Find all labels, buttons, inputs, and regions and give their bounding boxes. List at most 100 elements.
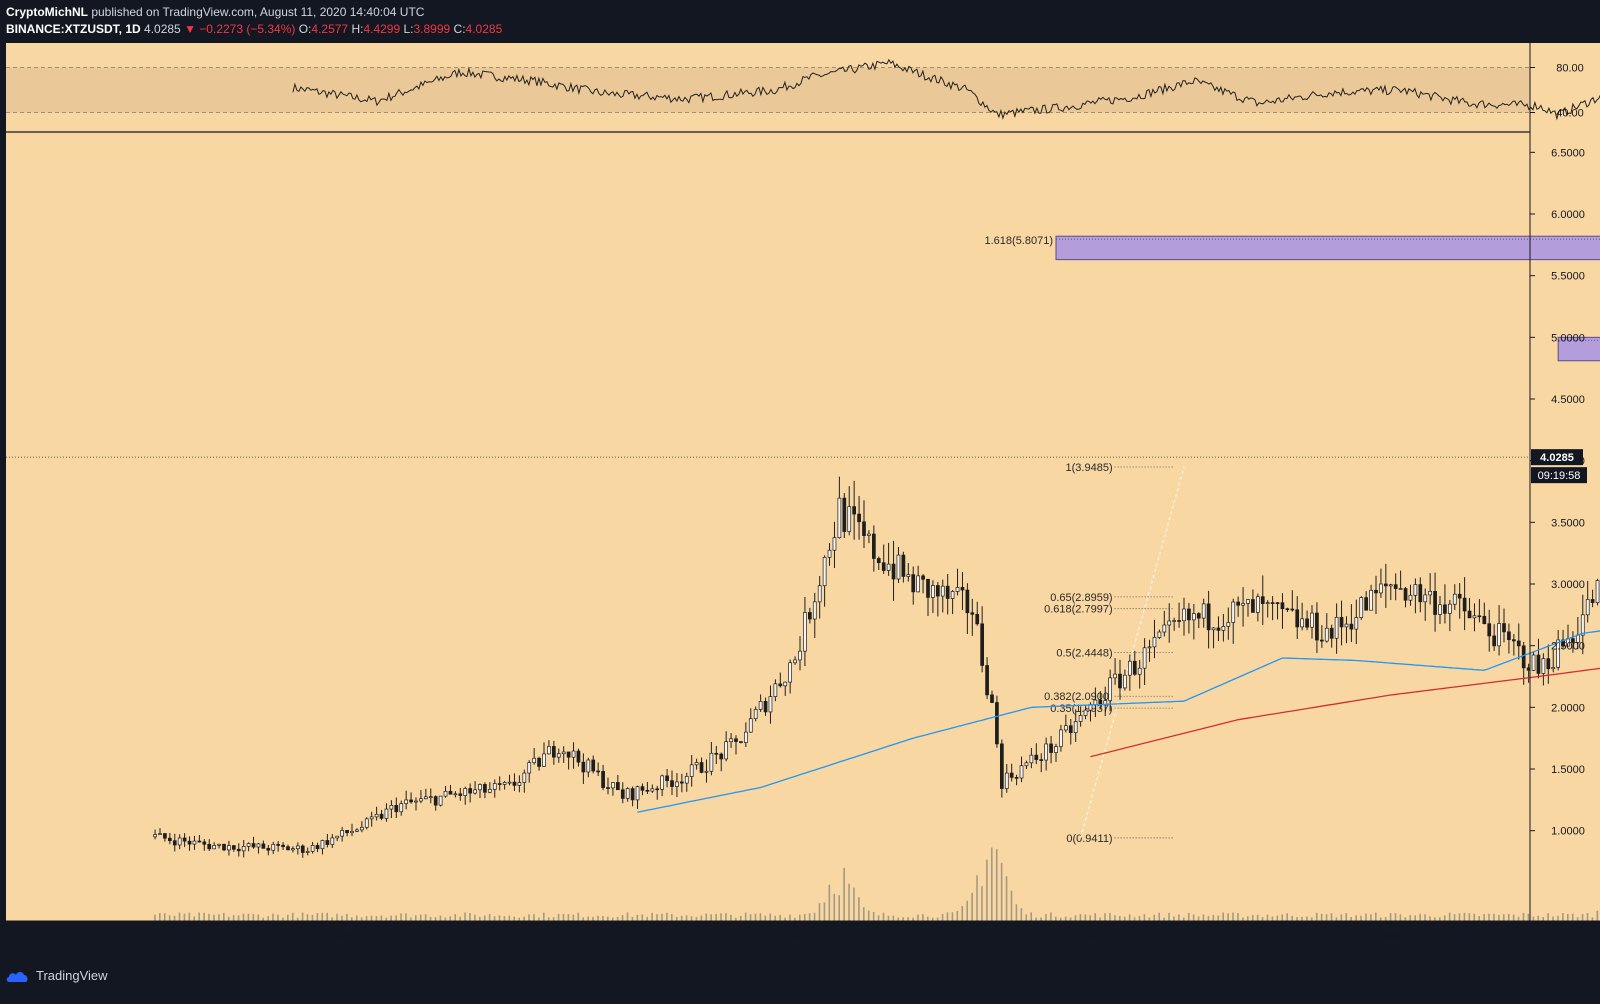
volume-bar <box>1084 914 1087 921</box>
volume-bar <box>1443 915 1446 921</box>
candle-body <box>1182 608 1186 622</box>
price-tick-label: 5.0000 <box>1551 332 1585 344</box>
volume-bar <box>1133 917 1136 921</box>
candle-body <box>1201 603 1206 619</box>
candle-body <box>433 796 438 806</box>
candle-body <box>172 840 177 846</box>
volume-bar <box>907 917 909 921</box>
volume-bar <box>1439 917 1441 921</box>
candle-body <box>798 650 802 661</box>
fib-label: 0.5(2.4448) <box>1056 647 1112 659</box>
volume-bar <box>1281 914 1284 921</box>
author-name[interactable]: CryptoMichNL <box>6 5 88 19</box>
volume-bar <box>380 915 383 921</box>
volume-bar <box>887 915 890 921</box>
volume-bar <box>503 916 506 921</box>
candle-body <box>1187 608 1191 621</box>
candle-body <box>1413 584 1418 596</box>
candle-body <box>1438 604 1442 615</box>
volume-bar <box>1015 904 1018 921</box>
candle-body <box>566 751 571 758</box>
candle-body <box>1231 601 1236 623</box>
candle-body <box>1467 610 1472 619</box>
volume-bar <box>360 917 363 921</box>
candle-body <box>1118 673 1122 689</box>
volume-bar <box>1138 916 1141 921</box>
candle-body <box>1492 635 1497 647</box>
tradingview-cloud-icon <box>6 971 28 982</box>
extension-zone <box>1557 336 1600 362</box>
last-price-box <box>1531 449 1583 466</box>
volume-bar <box>1542 917 1544 921</box>
volume-bar <box>986 859 988 921</box>
volume-bar <box>1212 914 1215 921</box>
candle-body <box>1113 673 1117 679</box>
candle-body <box>675 781 679 787</box>
candle-body <box>803 612 807 652</box>
candle-body <box>620 789 625 799</box>
volume-bar <box>351 917 353 921</box>
candle-body <box>975 613 980 625</box>
fib-label: 0.65(2.8959) <box>1050 592 1112 604</box>
volume-bar <box>882 912 885 921</box>
candle-body <box>1275 602 1280 604</box>
volume-bar <box>976 875 978 921</box>
axes: 80.00 40.00 6.5000 6.0000 5.5000 5.0000 4.5000… <box>181 63 1587 942</box>
price-chart[interactable]: 1.618(5.8071)2.618(5.8160)1.618(4.9614)1… <box>0 40 1600 960</box>
volume-bar <box>1123 916 1126 921</box>
volume-bar <box>168 915 171 921</box>
candle-body <box>335 835 340 839</box>
volume-bar <box>326 912 328 921</box>
volume-bar <box>1286 913 1288 921</box>
candle-body <box>679 781 684 784</box>
volume-bar <box>1143 914 1146 921</box>
volume-bar <box>370 915 373 921</box>
volume-bar <box>1010 890 1013 921</box>
volume-bar <box>922 914 924 921</box>
volume-bar <box>346 913 348 921</box>
candle-body <box>527 762 532 774</box>
volume-bar <box>262 917 264 921</box>
volume-bar <box>1261 917 1264 921</box>
candle-body <box>1364 597 1369 611</box>
volume-bar <box>1079 914 1082 921</box>
volume-bar <box>735 917 737 921</box>
candle-body <box>581 761 586 773</box>
candle-body <box>1536 654 1541 674</box>
candles <box>153 476 1600 858</box>
volume-bar <box>720 913 722 921</box>
candle-body <box>1039 759 1044 761</box>
candle-body <box>1127 660 1132 676</box>
volume-bar <box>621 915 624 921</box>
candle-body <box>1408 594 1413 601</box>
candle-body <box>1354 617 1359 630</box>
fib-label: 0.618(2.7997) <box>1044 604 1113 616</box>
volume-bar <box>818 903 821 921</box>
candle-body <box>1324 627 1329 642</box>
volume-bar <box>1414 915 1416 921</box>
volume-bar <box>666 912 668 921</box>
volume-bar <box>695 916 698 921</box>
volume-bar <box>1512 914 1515 921</box>
fib-label: 0(0.9411) <box>1066 833 1112 845</box>
candle-body <box>729 738 733 742</box>
tradingview-logo[interactable]: TradingView <box>6 968 108 983</box>
volume-bar <box>582 917 584 921</box>
volume-bar <box>395 915 397 921</box>
candle-body <box>852 506 857 515</box>
candle-body <box>1447 603 1452 614</box>
volume-bar <box>1507 913 1510 921</box>
volume-bar <box>552 917 555 921</box>
volume-bar <box>1488 913 1490 921</box>
volume-bar <box>833 893 836 921</box>
volume-bar <box>1429 916 1431 921</box>
candle-body <box>1226 622 1231 627</box>
candle-body <box>793 659 797 664</box>
volume-bar <box>183 913 186 921</box>
candle-body <box>665 775 669 782</box>
candle-body <box>1004 772 1009 789</box>
symbol-name[interactable]: BINANCE:XTZUSDT, 1D <box>6 22 141 36</box>
candle-body <box>1246 599 1250 604</box>
volume-bar <box>892 915 895 921</box>
candle-body <box>1393 584 1398 589</box>
